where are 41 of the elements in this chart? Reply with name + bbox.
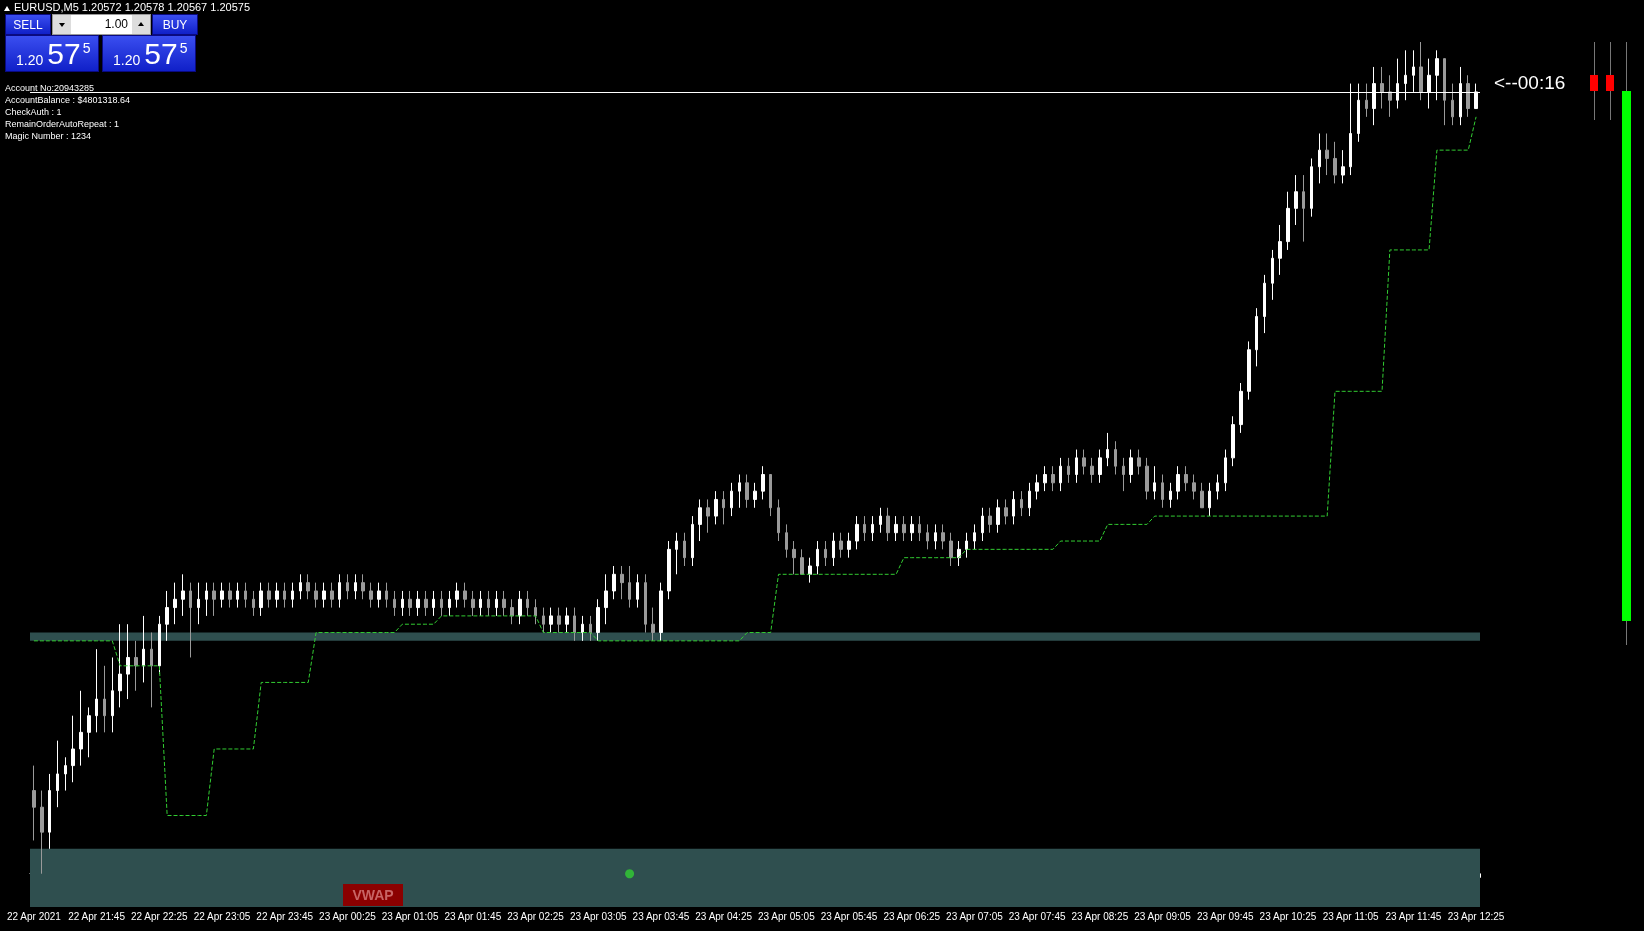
- annotation: 5: [82, 39, 91, 56]
- x-tick-label: 23 Apr 00:25: [319, 910, 377, 922]
- annotation: Magic Number : 1234: [5, 131, 92, 141]
- text: <--00:16: [1494, 72, 1566, 94]
- x-tick-label: 22 Apr 23:45: [256, 910, 314, 922]
- x-tick-label: 23 Apr 07:05: [946, 910, 1004, 922]
- x-tick-label: 22 Apr 23:05: [193, 910, 251, 922]
- annotation: 57: [47, 36, 81, 71]
- x-tick-label: 22 Apr 22:25: [130, 910, 189, 922]
- x-tick-label: 23 Apr 10:25: [1259, 910, 1317, 922]
- x-tick-label: 23 Apr 05:45: [820, 910, 878, 922]
- vwap-button: VWAP: [343, 884, 403, 906]
- x-tick-label: 23 Apr 07:45: [1008, 910, 1066, 922]
- lot-field: 1.00: [52, 14, 151, 35]
- x-tick-label: 23 Apr 11:05: [1322, 910, 1380, 922]
- annotation: Account No:20943285: [5, 83, 95, 93]
- chart-title: EURUSD,M5 1.20572 1.20578 1.20567 1.20575: [14, 1, 251, 13]
- annotation: AccountBalance : $4801318.64: [5, 95, 131, 105]
- x-tick-label: 23 Apr 11:45: [1385, 910, 1442, 922]
- x-tick-label: 23 Apr 09:45: [1196, 910, 1255, 922]
- annotation: 5: [179, 39, 188, 56]
- x-tick-label: 22 Apr 21:45: [68, 910, 126, 922]
- buy-button: BUY: [152, 14, 198, 35]
- x-tick-label: 22 Apr 2021: [6, 910, 62, 922]
- annotation: 1.20: [16, 51, 44, 68]
- x-tick-label: 23 Apr 03:45: [632, 910, 690, 922]
- x-tick-label: 23 Apr 01:05: [381, 910, 439, 922]
- x-tick-label: 23 Apr 04:25: [695, 910, 753, 922]
- x-tick-label: 23 Apr 05:05: [757, 910, 816, 922]
- sell-button: SELL: [5, 14, 51, 35]
- x-tick-label: 23 Apr 01:45: [444, 910, 502, 922]
- annotation: 57: [144, 36, 178, 71]
- annotation: 1.20: [113, 51, 141, 68]
- x-tick-label: 23 Apr 02:25: [507, 910, 565, 922]
- annotation: CheckAuth : 1: [5, 107, 62, 117]
- x-tick-label: 23 Apr 06:25: [883, 910, 941, 922]
- x-tick-label: 23 Apr 08:25: [1071, 910, 1129, 922]
- x-tick-label: 23 Apr 12:25: [1447, 910, 1505, 922]
- x-tick-label: 23 Apr 09:05: [1134, 910, 1192, 922]
- x-tick-label: 23 Apr 03:05: [569, 910, 628, 922]
- annotation: RemainOrderAutoRepeat : 1: [5, 119, 120, 129]
